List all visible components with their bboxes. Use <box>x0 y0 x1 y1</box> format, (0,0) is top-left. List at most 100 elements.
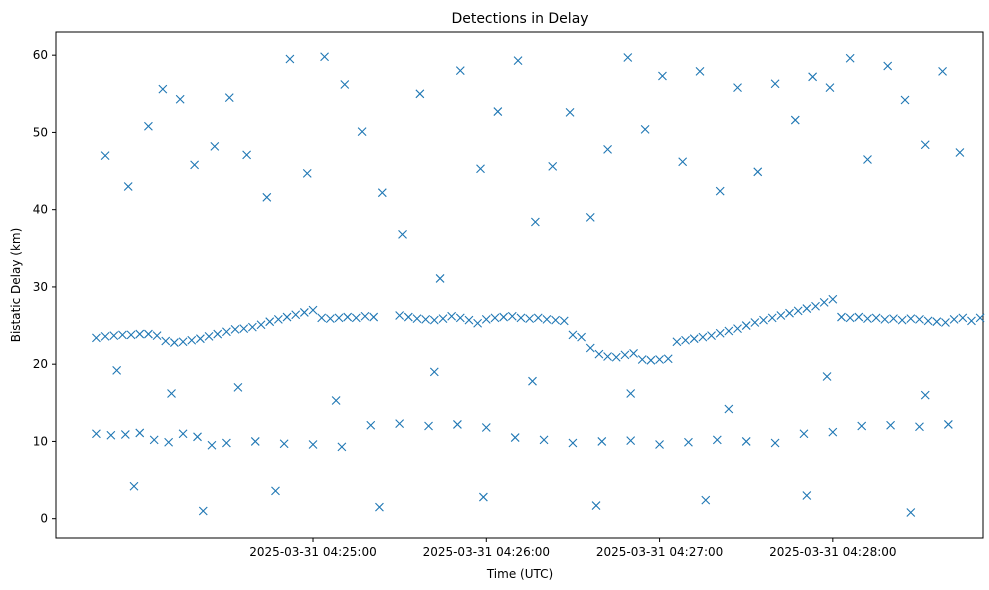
data-point-114 <box>337 442 347 452</box>
data-point-121 <box>539 435 549 445</box>
data-point-201 <box>906 508 916 517</box>
data-point-41 <box>464 315 474 325</box>
data-point-136 <box>100 151 110 160</box>
data-point-104 <box>135 428 145 438</box>
data-point-122 <box>568 438 578 448</box>
data-point-199 <box>701 495 711 505</box>
data-point-0 <box>92 333 101 343</box>
data-point-90 <box>889 314 898 323</box>
data-point-64 <box>663 354 673 364</box>
data-point-72 <box>733 324 742 334</box>
data-point-166 <box>658 71 667 81</box>
data-point-151 <box>377 188 387 198</box>
data-point-43 <box>481 314 491 324</box>
data-point-94 <box>923 316 933 326</box>
data-point-142 <box>210 141 220 151</box>
data-point-119 <box>481 423 491 432</box>
data-point-78 <box>785 308 794 318</box>
data-point-31 <box>360 311 370 321</box>
data-point-117 <box>424 421 433 431</box>
data-point-74 <box>750 318 760 327</box>
data-point-188 <box>528 376 537 386</box>
x-tick-label-3: 2025-03-31 04:28:00 <box>769 545 896 559</box>
data-point-165 <box>640 124 650 134</box>
y-tick-label-4: 40 <box>33 203 48 217</box>
data-point-24 <box>299 308 309 317</box>
data-point-92 <box>906 314 916 323</box>
data-point-106 <box>164 437 174 447</box>
data-point-131 <box>828 427 838 437</box>
data-point-66 <box>681 335 690 345</box>
data-point-25 <box>308 305 318 315</box>
y-axis: 0 10 20 30 40 50 60 <box>33 48 56 526</box>
data-point-191 <box>822 372 832 381</box>
chart-title: Detections in Delay <box>451 11 588 27</box>
y-tick-label-6: 60 <box>33 48 48 62</box>
data-point-98 <box>958 313 968 323</box>
x-axis: 2025-03-31 04:25:00 2025-03-31 04:26:00 20… <box>249 538 897 559</box>
data-point-3 <box>118 330 127 340</box>
data-point-35 <box>412 314 422 323</box>
data-point-129 <box>770 438 780 448</box>
data-point-42 <box>473 318 483 328</box>
data-point-8 <box>161 336 171 346</box>
data-point-76 <box>767 313 777 323</box>
data-point-18 <box>247 322 257 332</box>
data-point-51 <box>551 315 560 325</box>
data-point-163 <box>603 145 612 154</box>
data-point-112 <box>279 439 289 449</box>
data-point-113 <box>308 440 318 449</box>
data-point-170 <box>733 83 742 93</box>
data-point-109 <box>207 440 217 450</box>
data-point-95 <box>932 317 942 327</box>
data-point-50 <box>542 314 552 324</box>
y-tick-label-1: 10 <box>33 434 48 448</box>
data-point-162 <box>585 213 595 222</box>
data-point-195 <box>271 486 280 496</box>
data-point-130 <box>799 429 809 439</box>
data-point-177 <box>863 155 872 164</box>
data-point-54 <box>577 332 586 342</box>
data-point-16 <box>230 325 240 334</box>
axes-frame <box>55 31 984 539</box>
data-point-40 <box>455 313 465 323</box>
data-point-57 <box>603 352 612 361</box>
data-point-143 <box>224 93 234 103</box>
data-point-13 <box>204 331 214 341</box>
data-point-174 <box>808 72 818 82</box>
data-point-102 <box>106 430 116 440</box>
data-point-180 <box>920 140 930 150</box>
data-point-179 <box>900 95 910 105</box>
data-point-127 <box>712 435 722 445</box>
data-point-183 <box>112 365 122 375</box>
data-point-82 <box>819 297 829 307</box>
data-point-184 <box>167 389 176 398</box>
data-point-39 <box>447 311 457 321</box>
data-point-190 <box>724 404 734 414</box>
data-point-34 <box>403 312 413 322</box>
data-point-125 <box>655 440 664 449</box>
data-point-19 <box>256 320 266 330</box>
data-point-147 <box>302 168 312 178</box>
data-point-135 <box>943 420 953 429</box>
data-point-2 <box>109 331 119 340</box>
data-point-69 <box>707 331 716 340</box>
data-point-73 <box>741 321 751 330</box>
data-point-84 <box>837 312 846 322</box>
data-point-93 <box>915 314 924 324</box>
data-point-144 <box>242 150 251 160</box>
data-point-173 <box>790 115 800 125</box>
data-point-89 <box>880 314 890 324</box>
data-point-200 <box>802 491 812 500</box>
data-point-138 <box>144 121 153 131</box>
data-point-189 <box>626 389 636 398</box>
data-point-46 <box>507 311 517 321</box>
data-point-152 <box>398 230 407 239</box>
data-point-161 <box>565 107 575 117</box>
data-point-58 <box>611 352 621 362</box>
data-point-139 <box>158 84 168 94</box>
data-point-175 <box>825 83 835 93</box>
data-point-53 <box>568 330 578 340</box>
data-point-101 <box>92 429 101 439</box>
